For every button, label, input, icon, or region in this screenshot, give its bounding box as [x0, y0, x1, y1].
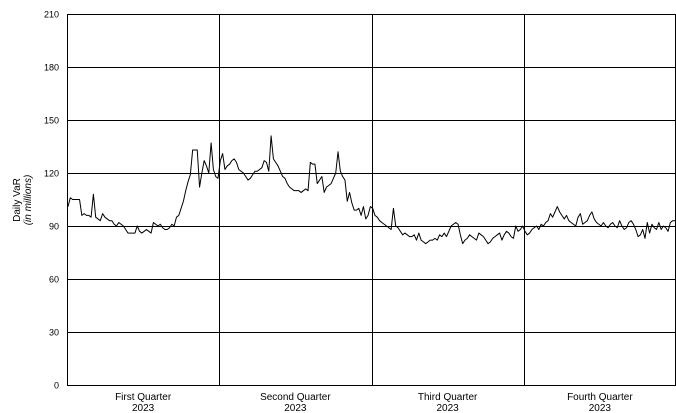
- y-axis-label: Daily VaR: [12, 178, 23, 222]
- y-tick-label: 180: [44, 63, 59, 73]
- series-line: [67, 135, 675, 245]
- quarter-label: Second Quarter: [260, 392, 331, 403]
- y-tick-label: 210: [44, 10, 59, 20]
- y-tick-label: 0: [54, 381, 59, 391]
- y-tick-labels: 0 30 60 90 120 150 180 210: [44, 10, 59, 391]
- quarter-label: First Quarter: [115, 392, 172, 403]
- y-tick-label: 120: [44, 169, 59, 179]
- quarter-label: Third Quarter: [418, 392, 478, 403]
- plot-frame: [67, 14, 676, 386]
- y-axis-sublabel: (in millions): [23, 175, 34, 226]
- quarter-year-label: 2023: [589, 403, 612, 413]
- gridlines: [67, 14, 676, 386]
- quarter-dividers: [219, 14, 525, 385]
- y-tick-label: 60: [49, 275, 59, 285]
- y-axis-label-group: Daily VaR (in millions): [12, 175, 34, 226]
- quarter-year-label: 2023: [284, 403, 307, 413]
- quarter-label: Fourth Quarter: [567, 392, 633, 403]
- y-tick-label: 150: [44, 116, 59, 126]
- y-tick-label: 30: [49, 328, 59, 338]
- y-tick-label: 90: [49, 222, 59, 232]
- quarter-year-label: 2023: [437, 403, 460, 413]
- quarter-year-label: 2023: [132, 403, 155, 413]
